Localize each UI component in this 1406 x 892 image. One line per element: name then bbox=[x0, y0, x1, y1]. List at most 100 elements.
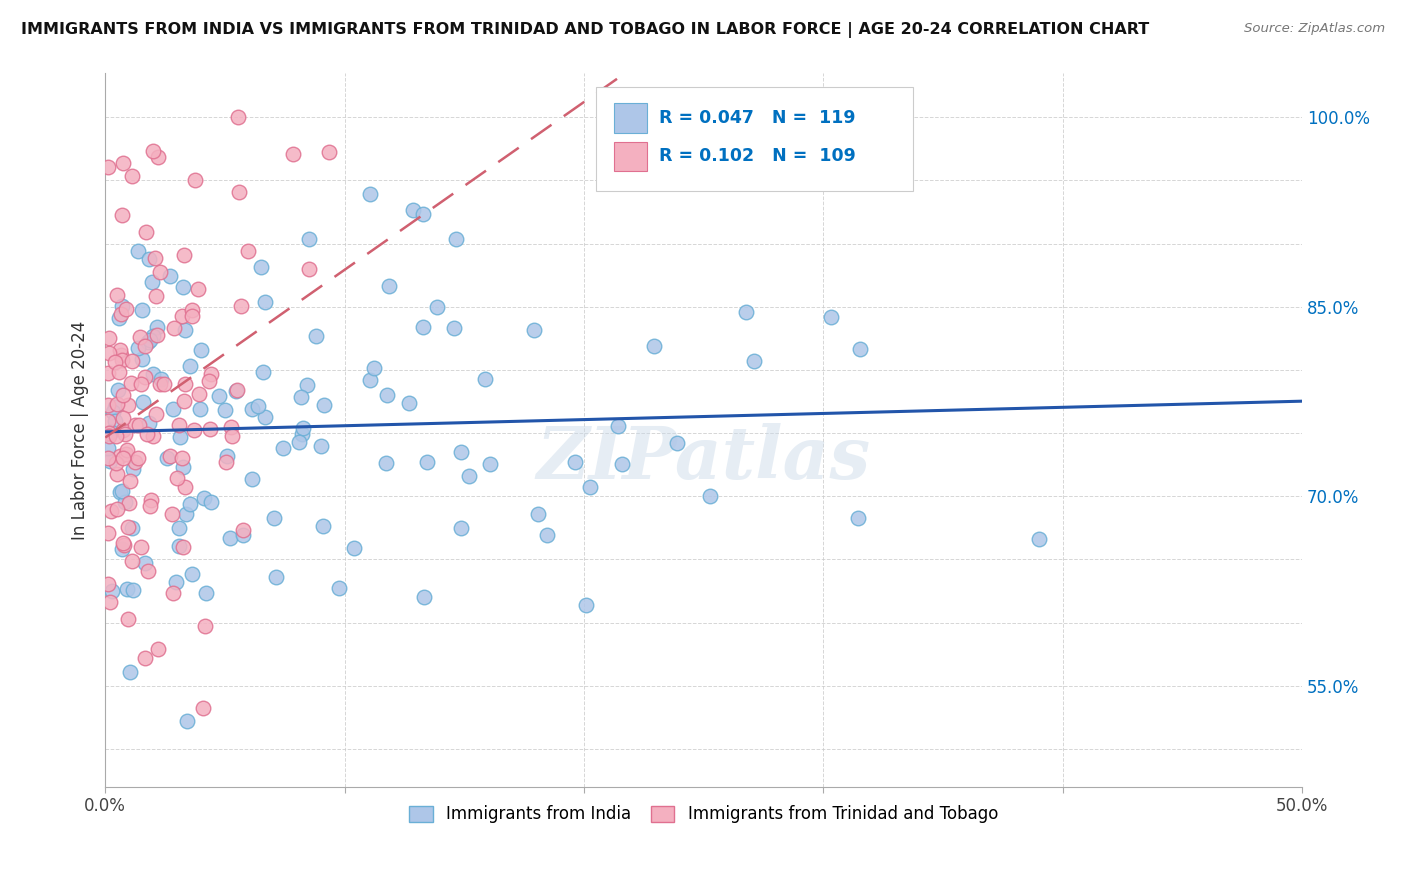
Point bbox=[104, 355, 127, 369]
Point bbox=[111, 299, 134, 313]
Point bbox=[121, 169, 143, 183]
Point bbox=[298, 261, 321, 276]
Point bbox=[215, 454, 238, 468]
Point bbox=[311, 439, 333, 453]
Point bbox=[138, 416, 160, 430]
Point bbox=[612, 457, 634, 471]
Point bbox=[134, 339, 156, 353]
Point bbox=[208, 389, 231, 403]
Point bbox=[173, 248, 195, 262]
Point bbox=[186, 282, 208, 296]
Point bbox=[114, 447, 136, 461]
Point bbox=[238, 244, 260, 258]
Point bbox=[443, 320, 465, 334]
Point bbox=[117, 582, 139, 596]
Point bbox=[166, 471, 188, 485]
Point bbox=[402, 202, 425, 217]
Point bbox=[131, 540, 153, 554]
Point bbox=[172, 540, 194, 554]
Point bbox=[110, 307, 132, 321]
Point bbox=[97, 450, 120, 465]
Point bbox=[97, 367, 120, 381]
Point bbox=[523, 323, 546, 337]
Point bbox=[174, 507, 197, 521]
Point bbox=[264, 570, 287, 584]
Point bbox=[226, 110, 249, 124]
Point bbox=[108, 343, 131, 358]
Text: IMMIGRANTS FROM INDIA VS IMMIGRANTS FROM TRINIDAD AND TOBAGO IN LABOR FORCE | AG: IMMIGRANTS FROM INDIA VS IMMIGRANTS FROM… bbox=[21, 22, 1149, 38]
Point bbox=[242, 472, 264, 486]
Point bbox=[97, 414, 120, 428]
Point bbox=[104, 414, 127, 428]
Point bbox=[312, 398, 335, 412]
Point bbox=[160, 507, 183, 521]
Point bbox=[187, 387, 209, 401]
Point bbox=[318, 145, 340, 160]
Point bbox=[304, 329, 326, 343]
Text: R = 0.047   N =  119: R = 0.047 N = 119 bbox=[659, 109, 856, 127]
Point bbox=[121, 354, 143, 368]
Point bbox=[136, 565, 159, 579]
Point bbox=[247, 399, 270, 413]
Point bbox=[117, 443, 139, 458]
Point bbox=[173, 480, 195, 494]
Point bbox=[342, 541, 364, 556]
Point bbox=[378, 278, 401, 293]
Point bbox=[150, 371, 173, 385]
Point bbox=[114, 301, 136, 316]
Point bbox=[263, 510, 285, 524]
Point bbox=[134, 556, 156, 570]
Point bbox=[291, 427, 314, 442]
Point bbox=[846, 511, 869, 525]
Point bbox=[111, 388, 134, 402]
Point bbox=[169, 418, 191, 433]
Point bbox=[412, 319, 434, 334]
Point bbox=[111, 536, 134, 550]
Point bbox=[117, 520, 139, 534]
Point bbox=[111, 423, 134, 437]
Point bbox=[295, 377, 318, 392]
Point bbox=[97, 429, 120, 443]
Point bbox=[138, 252, 160, 266]
Point bbox=[107, 365, 129, 379]
Point bbox=[169, 521, 191, 535]
Point bbox=[162, 402, 184, 417]
Point bbox=[124, 455, 146, 469]
Point bbox=[121, 583, 143, 598]
Point bbox=[172, 459, 194, 474]
Point bbox=[131, 302, 153, 317]
Point bbox=[169, 430, 191, 444]
Point bbox=[142, 328, 165, 343]
Point bbox=[198, 422, 221, 436]
Point bbox=[127, 451, 149, 466]
Point bbox=[145, 289, 167, 303]
Point bbox=[100, 425, 122, 440]
Point bbox=[112, 538, 135, 552]
Point bbox=[145, 407, 167, 421]
Point bbox=[97, 398, 120, 412]
Point bbox=[108, 311, 131, 326]
Point bbox=[190, 343, 212, 358]
Point bbox=[425, 300, 447, 314]
Point bbox=[148, 265, 170, 279]
Point bbox=[111, 155, 134, 169]
Point bbox=[167, 540, 190, 554]
Point bbox=[252, 365, 274, 379]
Point bbox=[111, 451, 134, 466]
Point bbox=[97, 441, 120, 455]
Point bbox=[271, 441, 294, 455]
Point bbox=[699, 489, 721, 503]
Point bbox=[253, 410, 276, 425]
Point bbox=[228, 185, 250, 199]
Point bbox=[142, 367, 165, 381]
Point bbox=[249, 260, 271, 275]
Point bbox=[98, 346, 121, 360]
Point bbox=[143, 252, 166, 266]
Point bbox=[141, 275, 163, 289]
Point bbox=[108, 484, 131, 499]
Point bbox=[200, 495, 222, 509]
Point bbox=[219, 419, 242, 434]
Point bbox=[607, 419, 630, 434]
Point bbox=[142, 429, 165, 443]
Point bbox=[226, 383, 249, 397]
